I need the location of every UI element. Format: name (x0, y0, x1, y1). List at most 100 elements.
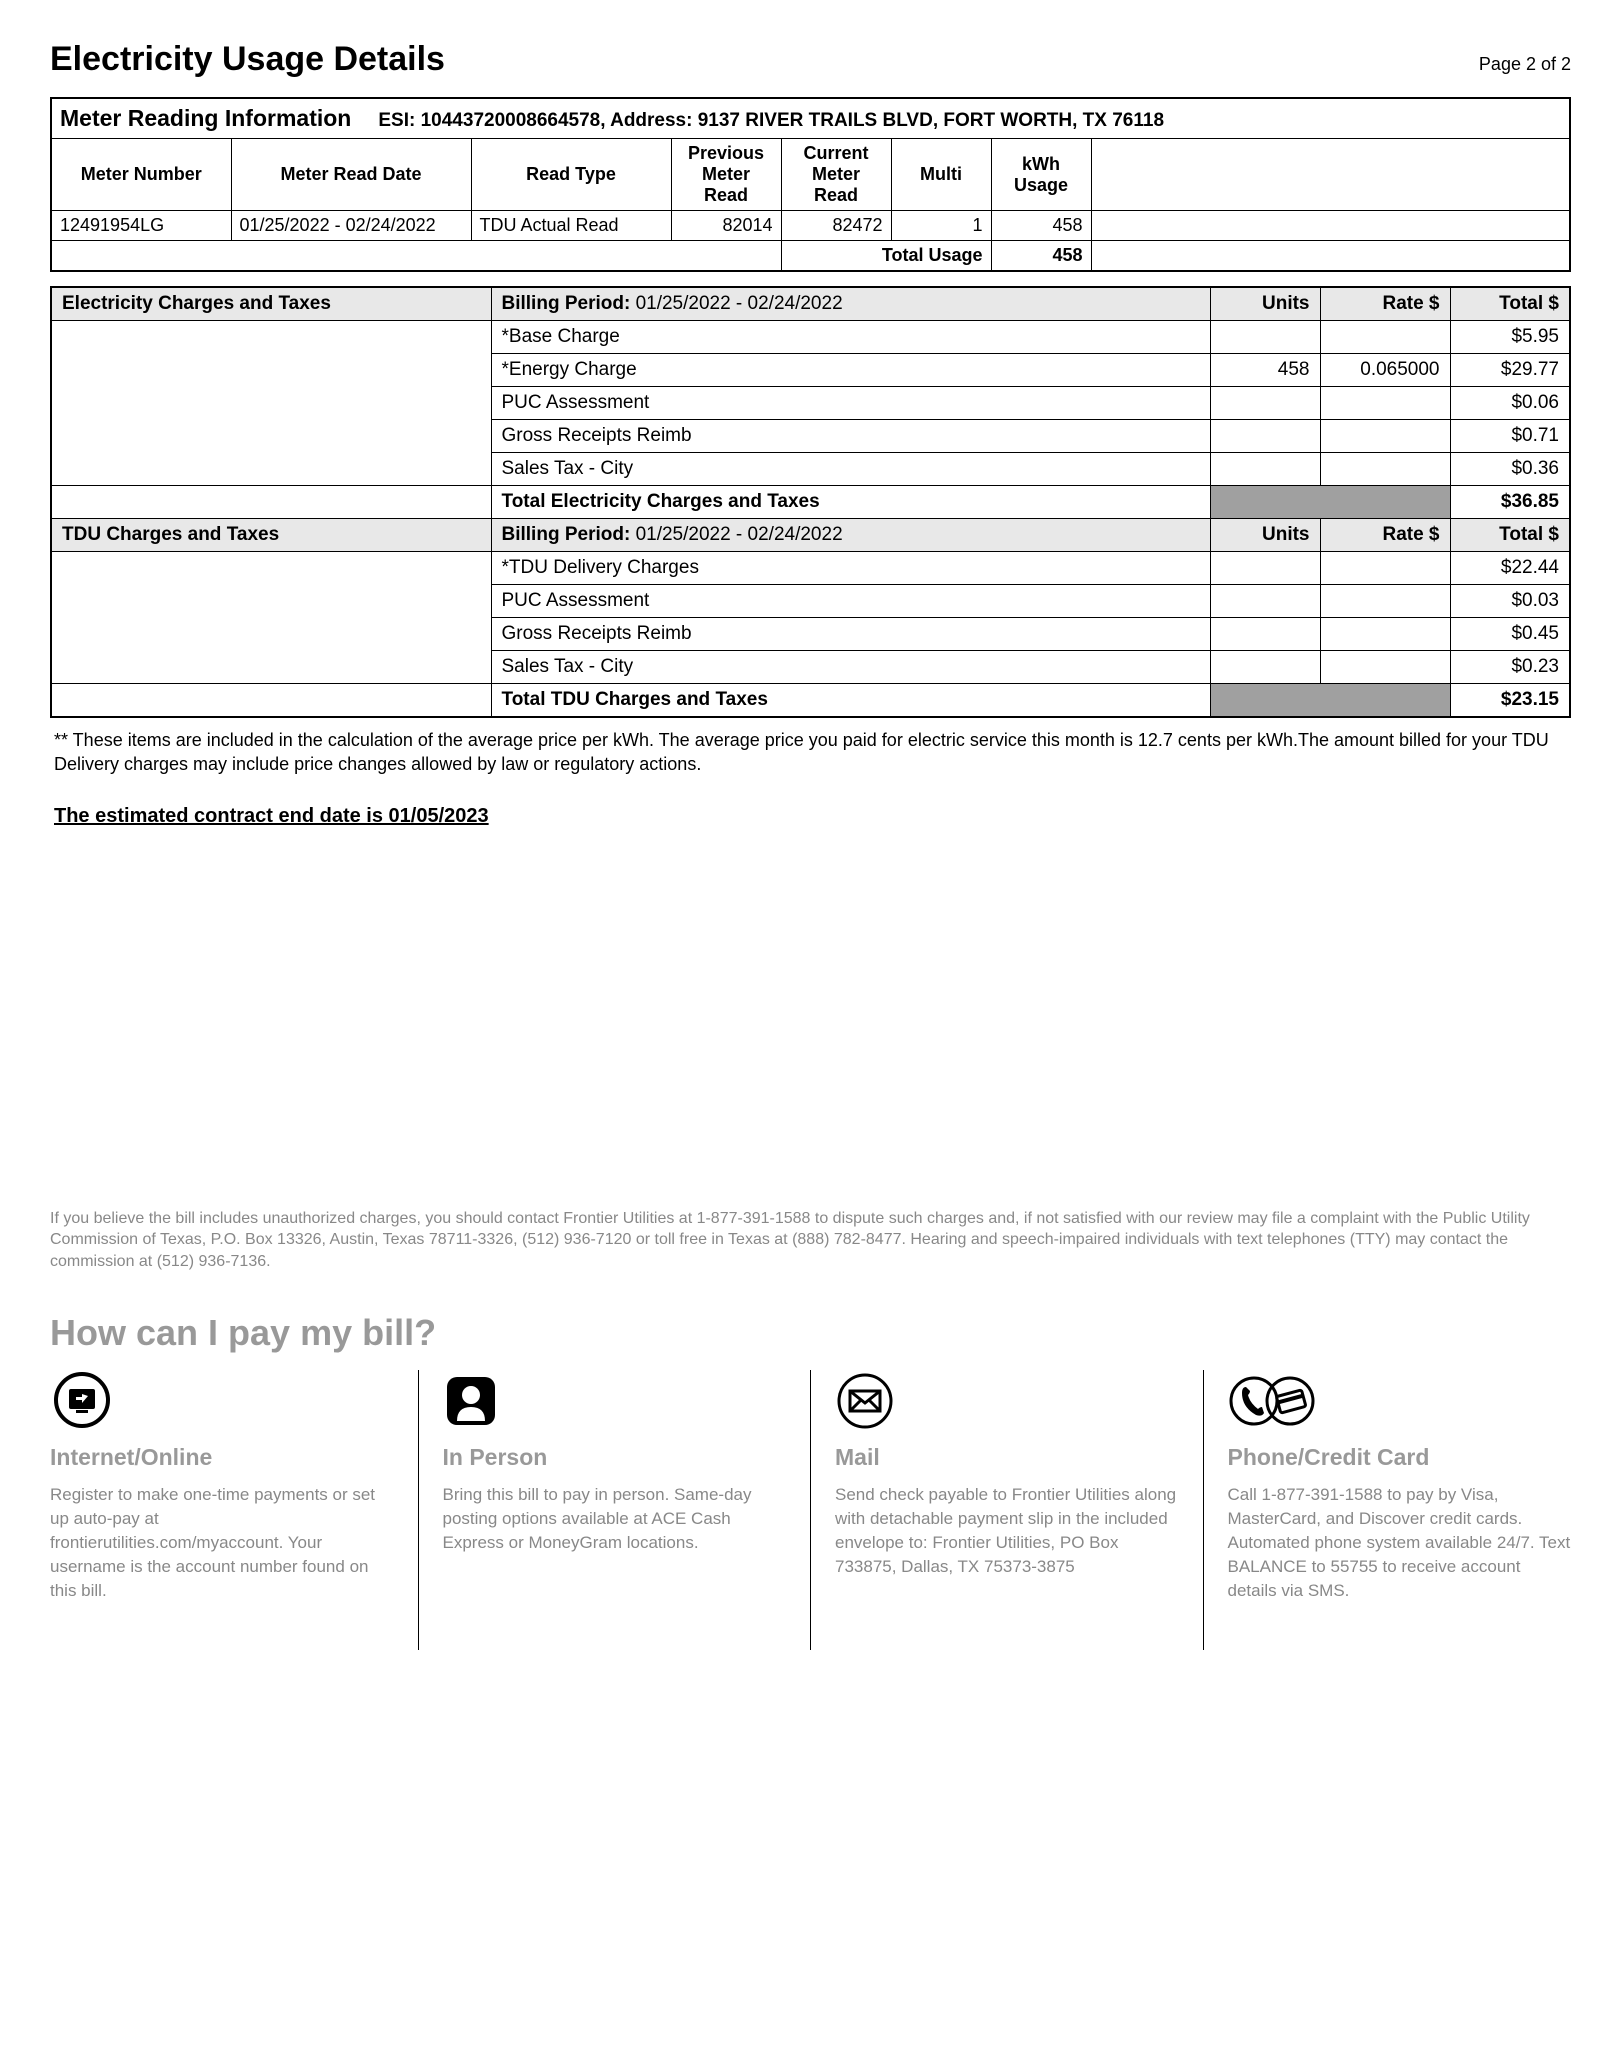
charge-side-blank (51, 453, 491, 486)
col-meter-number: Meter Number (51, 139, 231, 211)
charge-label: Sales Tax - City (491, 453, 1210, 486)
total-usage-label: Total Usage (781, 241, 991, 272)
charge-rate (1320, 321, 1450, 354)
page-title: Electricity Usage Details (50, 40, 445, 79)
dispute-disclaimer: If you believe the bill includes unautho… (50, 1208, 1571, 1273)
charge-side-blank (51, 552, 491, 585)
pay-method-title: Phone/Credit Card (1228, 1444, 1572, 1471)
meter-data-row: 12491954LG 01/25/2022 - 02/24/2022 TDU A… (51, 211, 1570, 241)
elec-total-label: Total Electricity Charges and Taxes (491, 486, 1210, 519)
elec-section-header: Electricity Charges and Taxes Billing Pe… (51, 287, 1570, 321)
charge-label: *Energy Charge (491, 354, 1210, 387)
charge-side-blank (51, 420, 491, 453)
person-icon (443, 1370, 787, 1432)
charge-units (1210, 651, 1320, 684)
tdu-charge-row: Sales Tax - City$0.23 (51, 651, 1570, 684)
charge-total: $5.95 (1450, 321, 1570, 354)
charge-label: PUC Assessment (491, 585, 1210, 618)
cell-meter-number: 12491954LG (51, 211, 231, 241)
tdu-col-total: Total $ (1450, 519, 1570, 552)
charge-rate (1320, 387, 1450, 420)
tdu-section-header: TDU Charges and Taxes Billing Period: 01… (51, 519, 1570, 552)
elec-billing-period: Billing Period: 01/25/2022 - 02/24/2022 (491, 287, 1210, 321)
tdu-charge-row: *TDU Delivery Charges $22.44 (51, 552, 1570, 585)
internet-icon (50, 1370, 394, 1432)
elec-total-row: Total Electricity Charges and Taxes $36.… (51, 486, 1570, 519)
pay-methods-grid: Internet/Online Register to make one-tim… (50, 1370, 1571, 1650)
charge-side-blank (51, 651, 491, 684)
charge-total: $22.44 (1450, 552, 1570, 585)
charge-rate (1320, 420, 1450, 453)
pay-col-phone: Phone/Credit Card Call 1-877-391-1588 to… (1204, 1370, 1572, 1650)
charge-units (1210, 387, 1320, 420)
meter-reading-table: Meter Reading Information ESI: 104437200… (50, 97, 1571, 272)
cell-meter-read-date: 01/25/2022 - 02/24/2022 (231, 211, 471, 241)
tdu-total-row: Total TDU Charges and Taxes $23.15 (51, 684, 1570, 718)
charge-total: $0.03 (1450, 585, 1570, 618)
tdu-total-shade (1210, 684, 1450, 718)
elec-charge-row: *Base Charge $5.95 (51, 321, 1570, 354)
charge-rate (1320, 552, 1450, 585)
pay-col-person: In Person Bring this bill to pay in pers… (419, 1370, 812, 1650)
tdu-billing-period: Billing Period: 01/25/2022 - 02/24/2022 (491, 519, 1210, 552)
page-number: Page 2 of 2 (1479, 54, 1571, 75)
charge-total: $0.36 (1450, 453, 1570, 486)
tdu-col-units: Units (1210, 519, 1320, 552)
charge-label: Gross Receipts Reimb (491, 420, 1210, 453)
charge-total: $0.06 (1450, 387, 1570, 420)
charge-units (1210, 453, 1320, 486)
elec-col-units: Units (1210, 287, 1320, 321)
col-kwh-usage: kWhUsage (991, 139, 1091, 211)
meter-esi-address: ESI: 10443720008664578, Address: 9137 RI… (378, 110, 1164, 131)
col-current-read: CurrentMeter Read (781, 139, 891, 211)
charge-side-blank (51, 387, 491, 420)
charge-units (1210, 321, 1320, 354)
elec-total-value: $36.85 (1450, 486, 1570, 519)
cell-kwh: 458 (991, 211, 1091, 241)
charge-label: *Base Charge (491, 321, 1210, 354)
cell-previous-read: 82014 (671, 211, 781, 241)
tdu-total-value: $23.15 (1450, 684, 1570, 718)
tdu-charge-row: PUC Assessment $0.03 (51, 585, 1570, 618)
phone-credit-icon (1228, 1370, 1572, 1432)
elec-charge-row: Gross Receipts Reimb $0.71 (51, 420, 1570, 453)
charge-units (1210, 585, 1320, 618)
elec-col-total: Total $ (1450, 287, 1570, 321)
total-usage-value: 458 (991, 241, 1091, 272)
col-blank (1091, 139, 1570, 211)
mail-icon (835, 1370, 1179, 1432)
charge-label: PUC Assessment (491, 387, 1210, 420)
charge-total: $29.77 (1450, 354, 1570, 387)
pay-col-mail: Mail Send check payable to Frontier Util… (811, 1370, 1204, 1650)
charge-total: $0.71 (1450, 420, 1570, 453)
charge-side-blank (51, 585, 491, 618)
charge-units (1210, 552, 1320, 585)
charge-side-blank (51, 354, 491, 387)
charge-label: *TDU Delivery Charges (491, 552, 1210, 585)
pay-bill-title: How can I pay my bill? (50, 1312, 1571, 1354)
charge-rate (1320, 585, 1450, 618)
pay-method-title: Mail (835, 1444, 1179, 1471)
charge-label: Sales Tax - City (491, 651, 1210, 684)
pay-method-title: Internet/Online (50, 1444, 394, 1471)
elec-charge-row: *Energy Charge4580.065000$29.77 (51, 354, 1570, 387)
elec-total-shade (1210, 486, 1450, 519)
elec-section-title: Electricity Charges and Taxes (51, 287, 491, 321)
pay-method-desc: Send check payable to Frontier Utilities… (835, 1483, 1179, 1578)
charge-rate (1320, 618, 1450, 651)
charge-label: Gross Receipts Reimb (491, 618, 1210, 651)
elec-col-rate: Rate $ (1320, 287, 1450, 321)
col-previous-read: PreviousMeter Read (671, 139, 781, 211)
cell-blank (1091, 211, 1570, 241)
cell-multi: 1 (891, 211, 991, 241)
charges-table: Electricity Charges and Taxes Billing Pe… (50, 286, 1571, 718)
tdu-section-title: TDU Charges and Taxes (51, 519, 491, 552)
pay-method-desc: Call 1-877-391-1588 to pay by Visa, Mast… (1228, 1483, 1572, 1602)
pay-method-desc: Register to make one-time payments or se… (50, 1483, 394, 1602)
pay-method-desc: Bring this bill to pay in person. Same-d… (443, 1483, 787, 1554)
cell-read-type: TDU Actual Read (471, 211, 671, 241)
tdu-total-label: Total TDU Charges and Taxes (491, 684, 1210, 718)
charge-side-blank (51, 618, 491, 651)
charge-rate: 0.065000 (1320, 354, 1450, 387)
charge-rate (1320, 651, 1450, 684)
